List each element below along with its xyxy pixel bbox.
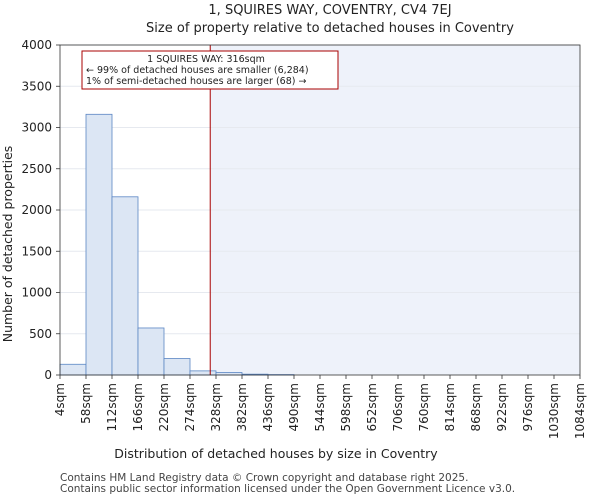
- x-tick-label: 922sqm: [495, 383, 509, 431]
- x-tick-label: 1084sqm: [573, 383, 587, 439]
- y-tick-label: 0: [44, 368, 52, 382]
- x-tick-label: 274sqm: [183, 383, 197, 431]
- annotation-line-3: 1% of semi-detached houses are larger (6…: [86, 76, 306, 87]
- annotation-line-2: ← 99% of detached houses are smaller (6,…: [86, 65, 309, 76]
- y-tick-label: 1000: [21, 286, 52, 300]
- x-tick-label: 166sqm: [131, 383, 145, 431]
- x-axis-title: Distribution of detached houses by size …: [114, 446, 438, 461]
- x-tick-label: 4sqm: [53, 383, 67, 416]
- chart-title: 1, SQUIRES WAY, COVENTRY, CV4 7EJ: [208, 3, 451, 18]
- x-tick-label: 760sqm: [417, 383, 431, 431]
- bar: [163, 358, 191, 376]
- bar: [85, 113, 113, 376]
- bar: [137, 327, 165, 376]
- y-tick-label: 2500: [21, 162, 52, 176]
- x-tick-label: 976sqm: [521, 383, 535, 431]
- y-tick-label: 3500: [21, 79, 52, 93]
- annotation-box: [81, 50, 339, 90]
- x-tick-label: 220sqm: [157, 383, 171, 431]
- footer-line-1: Contains HM Land Registry data © Crown c…: [60, 472, 469, 484]
- bar: [59, 363, 87, 376]
- x-tick-label: 436sqm: [261, 383, 275, 431]
- x-tick-label: 868sqm: [469, 383, 483, 431]
- x-tick-label: 814sqm: [443, 383, 457, 431]
- y-tick-label: 500: [29, 327, 52, 341]
- x-tick-label: 1030sqm: [547, 383, 561, 439]
- x-tick-label: 112sqm: [105, 383, 119, 431]
- y-axis-title: Number of detached properties: [0, 146, 15, 343]
- y-tick-label: 1500: [21, 244, 52, 258]
- footer-line-2: Contains public sector information licen…: [60, 483, 516, 495]
- x-tick-label: 490sqm: [287, 383, 301, 431]
- y-tick-label: 2000: [21, 203, 52, 217]
- chart-subtitle: Size of property relative to detached ho…: [146, 21, 514, 36]
- annotation-line-1: 1 SQUIRES WAY: 316sqm: [147, 54, 265, 65]
- y-tick-label: 4000: [21, 38, 52, 52]
- x-tick-label: 382sqm: [235, 383, 249, 431]
- x-tick-label: 706sqm: [391, 383, 405, 431]
- bar: [111, 196, 139, 376]
- bar: [189, 370, 217, 376]
- y-tick-label: 3000: [21, 121, 52, 135]
- x-tick-label: 58sqm: [79, 383, 93, 424]
- x-tick-label: 598sqm: [339, 383, 353, 431]
- x-tick-label: 328sqm: [209, 383, 223, 431]
- x-tick-label: 652sqm: [365, 383, 379, 431]
- x-tick-label: 544sqm: [313, 383, 327, 431]
